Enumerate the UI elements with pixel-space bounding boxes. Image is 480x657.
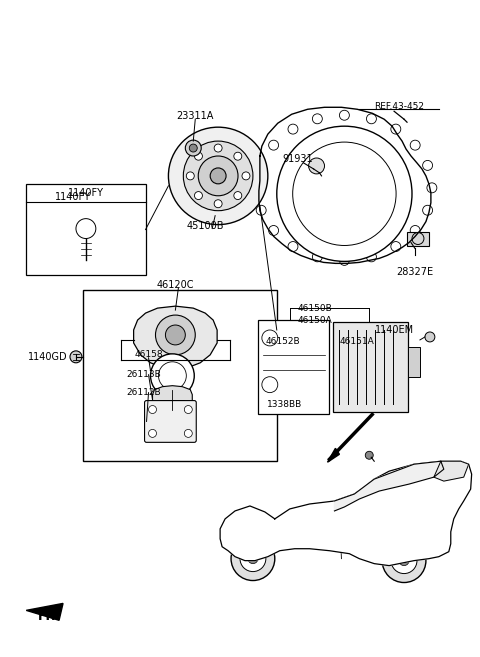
Text: 46152B: 46152B: [265, 338, 300, 346]
Text: 26112B: 26112B: [126, 388, 161, 397]
Circle shape: [399, 556, 409, 566]
Polygon shape: [434, 461, 468, 481]
Circle shape: [156, 315, 195, 355]
Ellipse shape: [168, 127, 268, 225]
Circle shape: [70, 351, 82, 363]
Circle shape: [365, 451, 373, 459]
Circle shape: [425, 332, 435, 342]
Circle shape: [214, 200, 222, 208]
Circle shape: [382, 539, 426, 583]
Circle shape: [391, 124, 401, 134]
Circle shape: [214, 144, 222, 152]
Polygon shape: [335, 461, 444, 511]
Circle shape: [391, 242, 401, 252]
Text: 91931: 91931: [282, 154, 313, 164]
Text: 26113B: 26113B: [126, 371, 161, 379]
Bar: [334, 322, 408, 411]
Circle shape: [231, 537, 275, 581]
Circle shape: [194, 152, 203, 160]
Circle shape: [422, 205, 432, 215]
Circle shape: [277, 126, 412, 261]
Bar: [407, 231, 429, 246]
Circle shape: [391, 548, 417, 574]
Polygon shape: [259, 107, 431, 263]
Circle shape: [185, 140, 201, 156]
Circle shape: [410, 140, 420, 150]
Bar: [258, 320, 329, 415]
Circle shape: [339, 110, 349, 120]
Text: 23311A: 23311A: [177, 111, 214, 122]
Circle shape: [183, 141, 253, 211]
Text: FR.: FR.: [37, 610, 60, 623]
Text: 46158: 46158: [134, 350, 163, 359]
Circle shape: [339, 256, 349, 265]
Text: 1140GD: 1140GD: [28, 352, 68, 362]
Polygon shape: [153, 386, 192, 413]
Circle shape: [312, 114, 323, 124]
Circle shape: [184, 430, 192, 438]
Circle shape: [288, 242, 298, 252]
Circle shape: [256, 160, 266, 170]
Circle shape: [234, 192, 242, 200]
Circle shape: [234, 152, 242, 160]
Text: 46150B: 46150B: [297, 304, 332, 313]
Text: REF.43-452: REF.43-452: [374, 102, 424, 111]
Circle shape: [312, 252, 323, 262]
Circle shape: [309, 158, 324, 174]
Circle shape: [248, 554, 258, 564]
Circle shape: [422, 160, 432, 170]
Polygon shape: [26, 603, 63, 620]
Circle shape: [410, 225, 420, 235]
Polygon shape: [327, 448, 339, 463]
Circle shape: [194, 192, 203, 200]
FancyBboxPatch shape: [144, 401, 196, 442]
Circle shape: [242, 172, 250, 180]
Circle shape: [148, 405, 156, 413]
Circle shape: [269, 225, 278, 235]
Circle shape: [252, 183, 262, 193]
Bar: [83, 290, 277, 461]
Text: 46151A: 46151A: [340, 338, 375, 346]
Circle shape: [198, 156, 238, 196]
Text: 1140EM: 1140EM: [374, 325, 414, 335]
Text: 1140FY: 1140FY: [68, 188, 104, 198]
Circle shape: [366, 114, 376, 124]
Text: 46120C: 46120C: [156, 281, 194, 290]
Circle shape: [184, 405, 192, 413]
Text: 45100B: 45100B: [186, 221, 224, 231]
Circle shape: [186, 172, 194, 180]
Text: 28327E: 28327E: [396, 267, 433, 277]
Circle shape: [210, 168, 226, 184]
Circle shape: [366, 252, 376, 262]
Circle shape: [189, 144, 197, 152]
Circle shape: [166, 325, 185, 345]
Text: 46150A: 46150A: [297, 315, 332, 325]
Circle shape: [412, 233, 424, 244]
Circle shape: [427, 183, 437, 193]
Text: 1338BB: 1338BB: [267, 400, 302, 409]
Bar: [408, 347, 420, 376]
Circle shape: [269, 140, 278, 150]
Text: 1140FY: 1140FY: [55, 192, 91, 202]
Polygon shape: [220, 461, 472, 566]
Circle shape: [151, 354, 194, 397]
Circle shape: [148, 430, 156, 438]
Bar: [26, 184, 145, 275]
Polygon shape: [133, 306, 217, 370]
Circle shape: [288, 124, 298, 134]
Circle shape: [256, 205, 266, 215]
Circle shape: [240, 546, 266, 572]
